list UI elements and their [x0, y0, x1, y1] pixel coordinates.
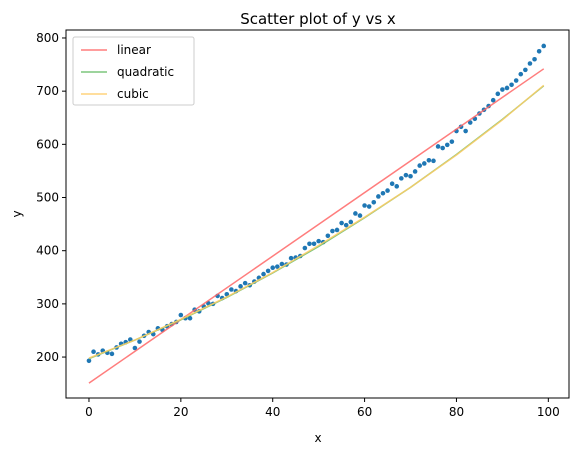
data-point: [242, 280, 248, 286]
data-point: [137, 339, 142, 344]
series-line-cubic: [88, 84, 545, 359]
data-point: [366, 204, 372, 209]
legend-label-linear: linear: [117, 43, 151, 57]
data-point: [91, 349, 96, 355]
data-point: [330, 228, 335, 234]
y-tick-label: 800: [36, 31, 59, 45]
data-point: [343, 222, 349, 228]
legend-label-cubic: cubic: [117, 87, 149, 101]
data-point: [357, 213, 363, 218]
y-tick-label: 400: [36, 244, 59, 258]
x-tick-label: 40: [265, 405, 280, 419]
data-point: [532, 56, 537, 62]
data-point: [187, 315, 193, 321]
data-point: [403, 172, 409, 178]
data-point: [500, 87, 505, 92]
data-point: [463, 128, 468, 134]
data-point: [238, 284, 243, 289]
chart-title: Scatter plot of y vs x: [240, 10, 396, 28]
data-point: [426, 157, 432, 163]
data-point: [86, 358, 92, 364]
data-point: [435, 144, 441, 149]
data-point: [440, 145, 445, 151]
data-point: [325, 233, 331, 239]
data-point: [495, 91, 501, 97]
data-point: [307, 241, 312, 247]
data-point: [394, 184, 400, 189]
data-point: [449, 139, 455, 144]
data-point: [376, 194, 381, 199]
x-tick-label: 60: [357, 405, 372, 419]
data-point: [339, 220, 344, 226]
data-point: [109, 351, 115, 357]
data-point: [311, 241, 317, 247]
data-point: [380, 190, 386, 196]
data-point: [224, 292, 230, 297]
series-line-linear: [88, 68, 545, 384]
y-axis-label: y: [10, 210, 24, 217]
data-point: [362, 203, 367, 208]
plot-frame: [65, 29, 570, 399]
data-point: [523, 67, 528, 73]
data-point: [467, 120, 473, 125]
data-point: [490, 97, 496, 103]
data-point: [408, 173, 413, 179]
data-point: [302, 245, 308, 251]
x-tick-label: 80: [449, 405, 464, 419]
data-point: [412, 169, 418, 174]
series-line-quadratic: [88, 85, 545, 360]
legend-box: [72, 36, 195, 106]
data-point: [444, 142, 450, 148]
legend: linear quadratic cubic: [72, 36, 195, 106]
data-point: [527, 61, 533, 66]
x-tick-label: 100: [537, 405, 560, 419]
data-point: [270, 265, 276, 271]
x-axis-label: x: [314, 431, 321, 445]
legend-label-quadratic: quadratic: [117, 65, 174, 79]
data-point: [334, 227, 340, 233]
data-point: [275, 264, 280, 269]
data-point: [417, 163, 423, 168]
data-point: [518, 71, 524, 77]
data-point: [132, 345, 138, 351]
y-tick-label: 600: [36, 137, 59, 151]
data-point: [265, 268, 271, 274]
x-tick-label: 0: [85, 405, 93, 419]
data-point: [288, 255, 294, 261]
data-point: [229, 287, 234, 292]
data-point: [371, 200, 377, 205]
data-point: [389, 181, 395, 186]
data-point: [353, 211, 358, 216]
y-tick-label: 200: [36, 350, 59, 364]
y-tick-label: 300: [36, 297, 59, 311]
data-point: [422, 161, 427, 166]
data-point: [385, 188, 390, 193]
data-point: [513, 78, 519, 83]
y-tick-label: 500: [36, 191, 59, 205]
y-tick-label: 700: [36, 84, 59, 98]
data-point: [431, 158, 436, 164]
data-point: [509, 82, 514, 88]
x-tick-label: 20: [173, 405, 188, 419]
data-point: [348, 219, 354, 225]
data-point: [399, 176, 404, 181]
data-point: [279, 261, 285, 267]
data-point: [504, 85, 510, 91]
data-point: [541, 43, 547, 49]
data-point: [316, 238, 321, 244]
data-point: [178, 312, 184, 318]
data-point: [536, 48, 542, 54]
data-point: [261, 271, 266, 277]
